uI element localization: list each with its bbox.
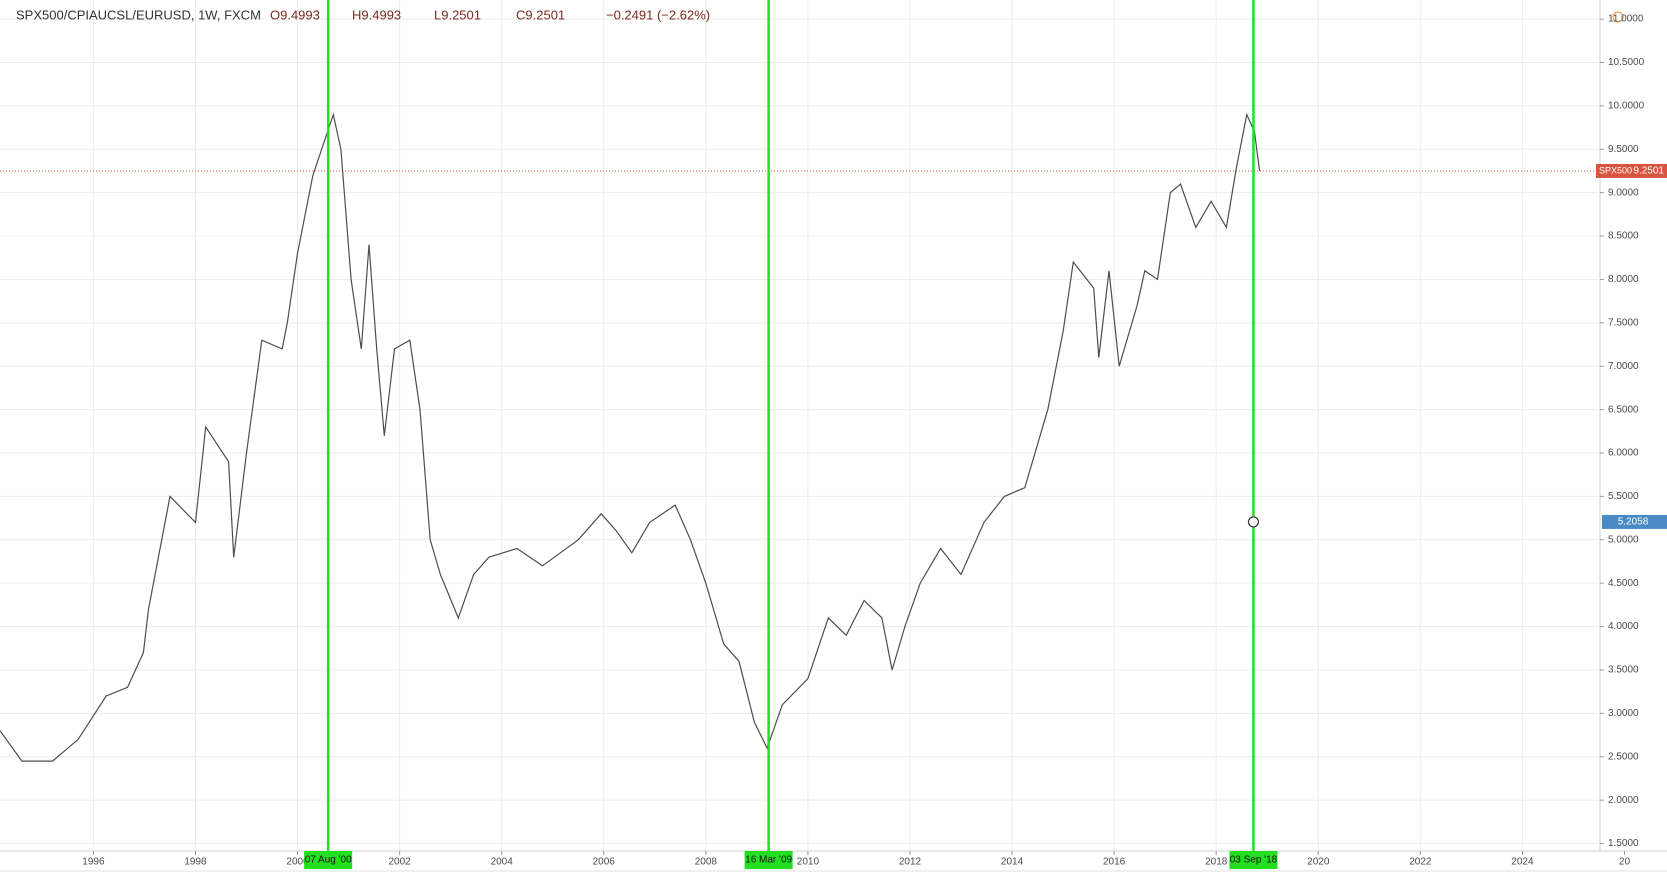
crosshair-point <box>1247 516 1260 528</box>
price-series <box>0 112 1261 762</box>
y-tick-label: 6.0000 <box>1608 448 1639 459</box>
x-tick-label: 2018 <box>1205 857 1228 868</box>
x-tick-label: 20 <box>1619 857 1631 868</box>
y-tick-label: 10.0000 <box>1608 101 1645 112</box>
y-tick-label: 7.0000 <box>1608 361 1639 372</box>
x-tick-label: 2020 <box>1307 857 1330 868</box>
y-tick-label: 5.0000 <box>1608 534 1639 545</box>
crosshair-label: 5.2058 <box>1618 517 1649 528</box>
y-tick-label: 7.5000 <box>1608 317 1639 328</box>
symbol[interactable]: SPX500/CPIAUCSL/EURUSD, 1W, FXCM <box>16 7 261 22</box>
y-tick-label: 2.0000 <box>1608 795 1639 806</box>
crosshair-label-bg <box>1602 514 1667 529</box>
y-tick-label: 3.0000 <box>1608 708 1639 719</box>
y-tick-label: 8.0000 <box>1608 274 1639 285</box>
x-tick-label: 1996 <box>82 857 105 868</box>
marker-label-bg <box>1229 851 1278 869</box>
y-tick-label: 9.0000 <box>1608 187 1639 198</box>
x-tick-label: 2016 <box>1103 857 1126 868</box>
y-tick-label: 3.5000 <box>1608 665 1639 676</box>
price-label-value: 9.2501 <box>1633 166 1664 177</box>
grid <box>0 0 1600 851</box>
x-tick-label: 2002 <box>388 857 411 868</box>
y-tick-label: 11.0000 <box>1608 14 1644 25</box>
alert-icon[interactable] <box>1612 11 1624 23</box>
marker-label: 03 Sep '18 <box>1230 855 1278 866</box>
ohlc-value: −0.2491 (−2.62%) <box>606 7 710 22</box>
price-label-bg <box>1596 163 1667 178</box>
x-tick-label: 2008 <box>695 857 718 868</box>
x-tick-label: 2000 <box>286 857 309 868</box>
marker-label: 16 Mar '09 <box>745 855 792 866</box>
marker-label-bg <box>744 851 793 869</box>
ohlc-value: O9.4993 <box>270 7 320 22</box>
y-tick-label: 4.5000 <box>1608 578 1639 589</box>
x-tick-label: 2004 <box>491 857 514 868</box>
x-tick-label: 2024 <box>1511 857 1534 868</box>
y-tick-label: 9.5000 <box>1608 144 1639 155</box>
y-tick-label: 4.0000 <box>1608 621 1639 632</box>
marker-label: 07 Aug '00 <box>305 855 352 866</box>
y-tick-label: 1.5000 <box>1608 838 1639 849</box>
y-tick-label: 8.5000 <box>1608 231 1639 242</box>
y-tick-label: 6.5000 <box>1608 404 1639 415</box>
x-tick-label: 2006 <box>593 857 616 868</box>
y-tick-label: 5.5000 <box>1608 491 1639 502</box>
plot <box>0 0 1600 851</box>
ohlc-value: H9.4993 <box>352 7 401 22</box>
price-label-name: SPX500 <box>1599 165 1632 175</box>
x-tick-label: 2012 <box>899 857 922 868</box>
y-tick-label: 10.5000 <box>1608 57 1645 68</box>
y-tick-label: 2.5000 <box>1608 751 1639 762</box>
ohlc-value: L9.2501 <box>434 7 481 22</box>
x-tick-label: 2010 <box>797 857 820 868</box>
ohlc: O9.4993 H9.4993 L9.2501 C9.2501 −0.2491 (−2.… <box>270 7 710 22</box>
x-tick-label: 1998 <box>184 857 207 868</box>
x-tick-label: 2022 <box>1409 857 1432 868</box>
ohlc-value: C9.2501 <box>516 7 565 22</box>
x-tick-label: 2014 <box>1001 857 1024 868</box>
marker-label-bg <box>304 851 353 869</box>
